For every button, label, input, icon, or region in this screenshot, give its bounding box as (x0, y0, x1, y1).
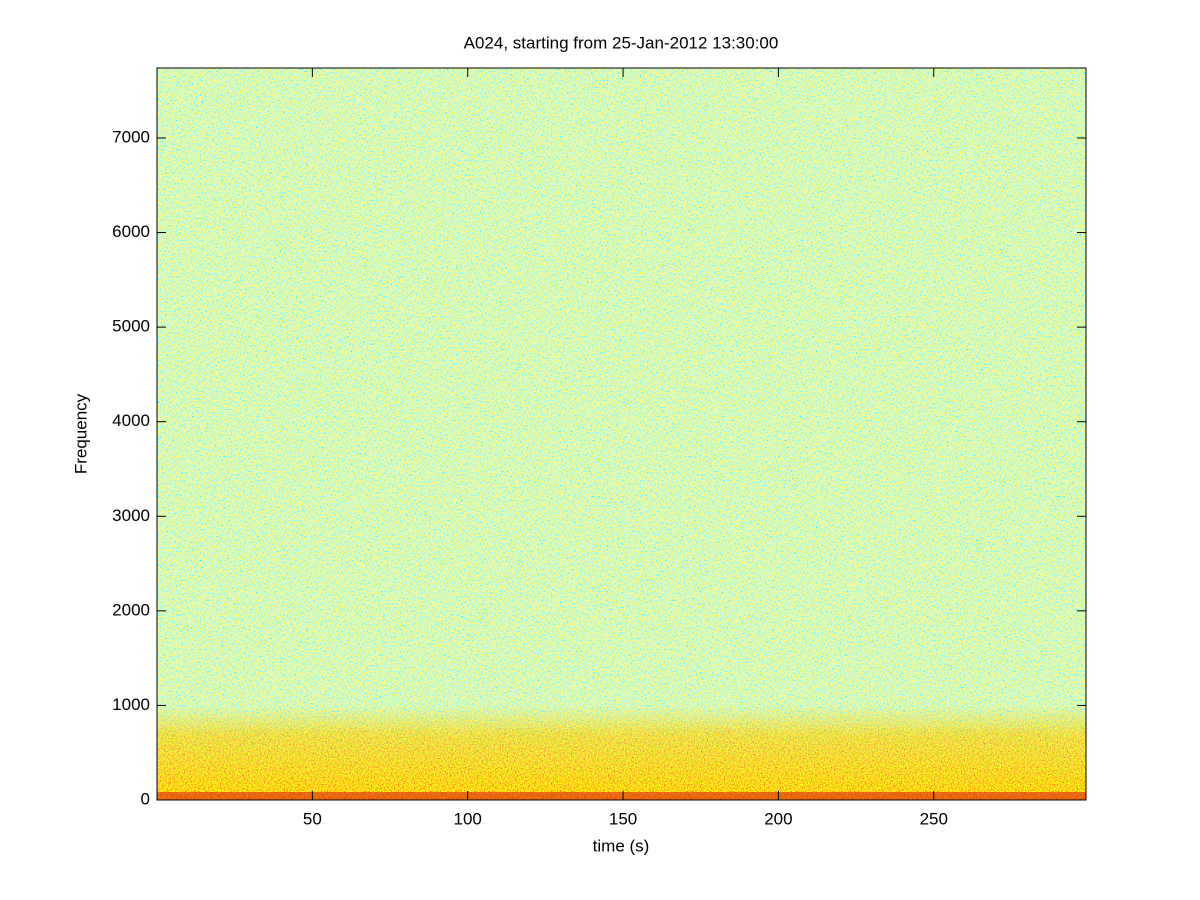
y-tick-label: 0 (141, 789, 150, 808)
y-tick-label: 5000 (112, 317, 150, 336)
y-tick-label: 7000 (112, 127, 150, 146)
y-tick-label: 3000 (112, 506, 150, 525)
spectrogram-image (157, 68, 1086, 800)
x-tick-label: 50 (303, 809, 322, 828)
y-tick-label: 1000 (112, 695, 150, 714)
x-tick-label: 100 (454, 809, 482, 828)
low-frequency-band (157, 706, 1086, 800)
y-tick-label: 2000 (112, 600, 150, 619)
y-axis-label: Frequency (71, 393, 90, 474)
chart-title: A024, starting from 25-Jan-2012 13:30:00 (464, 33, 779, 52)
x-tick-label: 250 (920, 809, 948, 828)
y-tick-label: 4000 (112, 411, 150, 430)
y-tick-label: 6000 (112, 222, 150, 241)
plot-frame (156, 67, 1087, 801)
x-tick-label: 200 (764, 809, 792, 828)
spectrogram-noise (157, 68, 1086, 800)
x-axis-label: time (s) (593, 836, 650, 855)
dc-band (157, 792, 1086, 800)
x-tick-label: 150 (609, 809, 637, 828)
